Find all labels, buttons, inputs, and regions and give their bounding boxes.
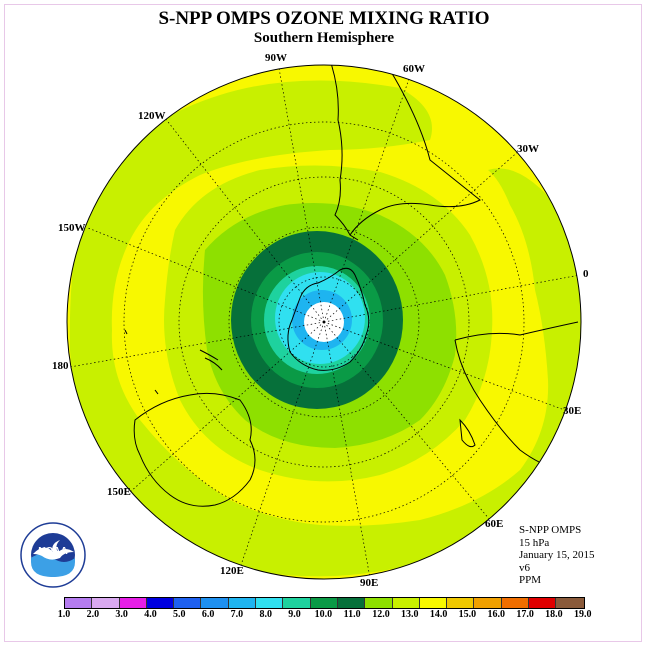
- lon-label-90e: 90E: [360, 577, 379, 589]
- colorbar-segment: [283, 598, 311, 608]
- figure-frame: [4, 4, 642, 642]
- colorbar-tick-label: 9.0: [288, 609, 301, 620]
- colorbar-segment: [501, 598, 530, 608]
- lon-label-60w: 60W: [403, 63, 425, 75]
- info-instrument: S-NPP OMPS: [519, 524, 582, 536]
- colorbar-tick-label: 18.0: [545, 609, 563, 620]
- colorbar-segment: [447, 598, 475, 608]
- info-date: January 15, 2015: [519, 549, 595, 562]
- colorbar-segment: [65, 598, 93, 608]
- page-title: S-NPP OMPS OZONE MIXING RATIO: [158, 8, 490, 29]
- lon-label-150e: 150E: [107, 486, 131, 498]
- info-units: PPM: [519, 574, 542, 587]
- colorbar-segment: [365, 598, 393, 608]
- colorbar-tick-label: 5.0: [173, 609, 186, 620]
- lon-label-30e: 30E: [563, 405, 582, 417]
- info-version: v6: [519, 561, 530, 574]
- colorbar-tick-label: 11.0: [343, 609, 361, 620]
- colorbar-segment: [474, 598, 502, 608]
- lon-label-150w: 150W: [58, 222, 86, 234]
- colorbar-tick-label: 4.0: [144, 609, 157, 620]
- colorbar-tick-label: 8.0: [259, 609, 272, 620]
- colorbar-tick-label: 15.0: [458, 609, 477, 620]
- colorbar-tick-label: 19.0: [573, 609, 592, 620]
- colorbar-tick-label: 3.0: [115, 609, 128, 620]
- colorbar-segment: [392, 598, 420, 608]
- colorbar-tick-label: 6.0: [201, 609, 215, 620]
- colorbar-segment: [119, 598, 147, 608]
- page-subtitle: Southern Hemisphere: [253, 30, 395, 46]
- colorbar-tick-label: 2.0: [86, 609, 100, 620]
- lon-label-90w: 90W: [265, 52, 287, 64]
- colorbar-tick-label: 1.0: [57, 609, 71, 620]
- lon-label-60e: 60E: [485, 518, 504, 530]
- colorbar-tick-label: 12.0: [372, 609, 390, 620]
- colorbar-tick-label: 13.0: [401, 609, 419, 620]
- coastlines: [124, 65, 579, 507]
- colorbar-tick-label: 16.0: [487, 609, 506, 620]
- lon-label-30w: 30W: [517, 143, 539, 155]
- colorbar-segment: [337, 598, 366, 608]
- colorbar-segment: [256, 598, 284, 608]
- lon-label-0: 0: [583, 268, 589, 280]
- meridian-lines: [69, 67, 581, 579]
- colorbar-segment: [310, 598, 338, 608]
- info-level: 15 hPa: [519, 536, 550, 549]
- lon-label-180: 180: [52, 360, 69, 372]
- colorbar-segment: [228, 598, 257, 608]
- colorbar-segment: [556, 598, 584, 608]
- map-border: [66, 64, 582, 580]
- colorbar-tick-label: 10.0: [314, 609, 333, 620]
- noaa-logo-text: NOAA: [38, 546, 67, 557]
- colorbar: [64, 597, 585, 609]
- colorbar-labels: 1.0 2.0 3.0 4.0 5.0 6.0 7.0 8.0 9.0 10.0 11.0 12.0 1…: [0, 609, 648, 623]
- noaa-logo-icon: NOAA: [20, 522, 86, 588]
- pole-marker: [322, 320, 326, 324]
- lon-label-120w: 120W: [138, 110, 166, 122]
- colorbar-segment: [146, 598, 175, 608]
- colorbar-segment: [201, 598, 229, 608]
- colorbar-tick-label: 14.0: [429, 609, 448, 620]
- colorbar-tick-label: 7.0: [230, 609, 244, 620]
- colorbar-segment: [92, 598, 120, 608]
- colorbar-segment: [529, 598, 557, 608]
- colorbar-segment: [419, 598, 448, 608]
- info-block: S-NPP OMPS 15 hPa January 15, 2015 v6 PP…: [519, 524, 594, 587]
- latitude-circles: [123, 121, 525, 523]
- colorbar-tick-label: 17.0: [516, 609, 534, 620]
- colorbar-segment: [174, 598, 202, 608]
- lon-label-120e: 120E: [220, 565, 244, 577]
